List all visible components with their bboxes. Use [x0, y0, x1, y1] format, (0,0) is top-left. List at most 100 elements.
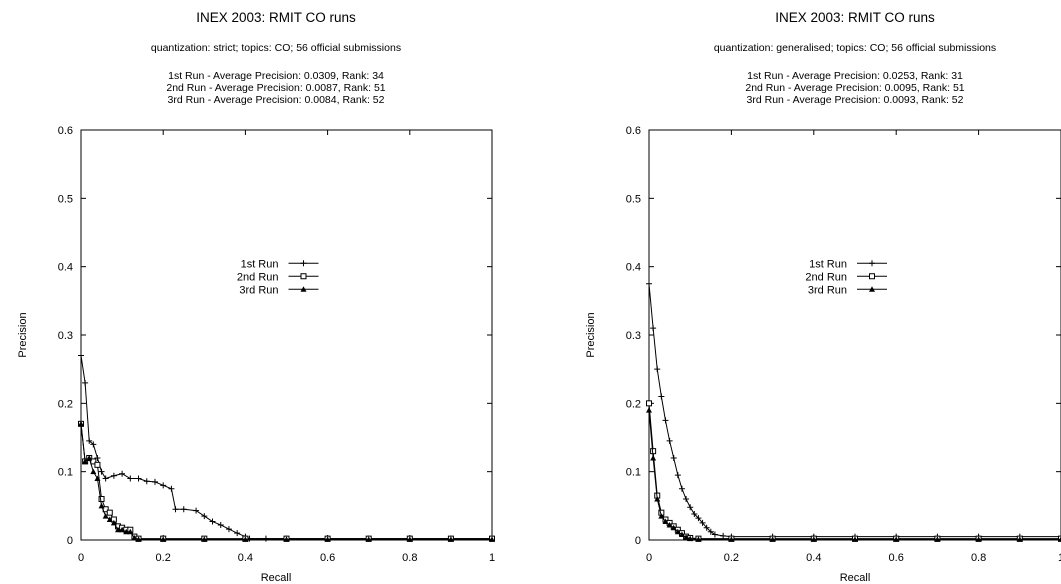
series-line: [648, 403, 1061, 540]
y-tick-label: 0.3: [626, 330, 641, 342]
data-point: [168, 485, 175, 492]
data-point: [127, 475, 134, 482]
series-line: [648, 410, 1061, 540]
legend-label: 2nd Run: [237, 271, 279, 283]
data-point: [135, 536, 142, 542]
data-point: [242, 536, 249, 542]
data-point: [489, 536, 495, 542]
data-point: [193, 507, 200, 514]
x-tick-label: 0.6: [889, 552, 904, 564]
data-point: [283, 536, 290, 542]
data-point: [658, 513, 665, 519]
data-point: [114, 526, 121, 533]
data-point: [695, 515, 702, 522]
data-point: [90, 458, 97, 465]
x-tick-label: 0.8: [971, 552, 986, 564]
data-point: [678, 531, 685, 538]
series-line: [648, 283, 1061, 538]
run-summary-2: 2nd Run - Average Precision: 0.0095, Ran…: [745, 82, 964, 94]
run-summary-3: 3rd Run - Average Precision: 0.0093, Ran…: [747, 94, 964, 106]
data-point: [78, 420, 84, 427]
y-tick-label: 0.6: [626, 125, 641, 137]
data-point: [695, 536, 702, 542]
data-point: [234, 530, 241, 537]
data-point: [728, 536, 735, 542]
x-tick-label: 0.8: [402, 552, 417, 564]
data-point: [720, 532, 727, 539]
data-point: [172, 506, 179, 513]
x-axis-label: Recall: [261, 572, 292, 584]
data-point: [646, 280, 652, 287]
legend-label: 3rd Run: [808, 284, 847, 296]
data-point: [86, 437, 93, 444]
x-tick-label: 0.2: [724, 552, 739, 564]
data-point: [82, 458, 89, 464]
data-point: [699, 519, 706, 526]
y-tick-label: 0.4: [626, 262, 641, 274]
y-tick-label: 0: [635, 535, 641, 547]
series-line: [80, 423, 492, 540]
data-point: [90, 441, 97, 448]
data-point: [106, 516, 113, 522]
legend-marker: [300, 260, 307, 267]
legend-marker: [869, 286, 875, 292]
data-point: [687, 535, 694, 542]
data-point: [934, 536, 941, 542]
data-point: [225, 526, 232, 533]
data-point: [94, 461, 101, 468]
data-point: [852, 536, 858, 542]
x-tick-label: 0: [78, 552, 84, 564]
plot-frame: [648, 129, 1061, 541]
data-point: [106, 509, 113, 516]
series-3: [646, 407, 1061, 542]
data-point: [683, 496, 690, 502]
y-axis-label: Precision: [17, 312, 29, 357]
series-2: [78, 420, 495, 542]
run-summary-1: 1st Run - Average Precision: 0.0309, Ran…: [168, 70, 384, 82]
series-line: [80, 423, 492, 540]
data-point: [119, 526, 126, 533]
x-tick-label: 1: [489, 552, 495, 564]
data-point: [658, 393, 665, 400]
data-point: [662, 417, 669, 424]
data-point: [119, 470, 126, 477]
x-tick-label: 0.2: [156, 552, 171, 564]
y-tick-label: 0.1: [626, 467, 641, 479]
legend-label: 1st Run: [241, 258, 279, 270]
data-point: [406, 536, 413, 542]
series-1: [646, 280, 1061, 540]
data-point: [201, 536, 208, 542]
legend-marker: [869, 260, 875, 267]
data-point: [365, 536, 372, 542]
data-point: [662, 518, 669, 525]
data-point: [810, 536, 817, 542]
data-point: [82, 379, 89, 386]
data-point: [707, 528, 714, 535]
chart-title: INEX 2003: RMIT CO runs: [196, 10, 356, 25]
series-line: [80, 355, 492, 540]
legend-label: 1st Run: [809, 258, 847, 270]
x-tick-label: 0.6: [320, 552, 335, 564]
data-point: [217, 521, 224, 528]
chart-subtitle: quantization: strict; topics: CO; 56 off…: [151, 42, 401, 54]
data-point: [98, 468, 105, 475]
y-tick-label: 0.4: [58, 262, 73, 274]
y-tick-label: 0.2: [58, 398, 73, 410]
legend-label: 3rd Run: [239, 284, 278, 296]
series-3: [78, 420, 495, 542]
data-point: [201, 513, 208, 520]
x-tick-label: 0.4: [806, 552, 821, 564]
data-point: [94, 455, 101, 461]
legend-marker: [869, 273, 875, 280]
data-point: [123, 528, 130, 535]
legend-marker: [300, 286, 307, 292]
data-point: [447, 536, 454, 542]
chart-2: INEX 2003: RMIT CO runs quantization: gen…: [585, 10, 1061, 584]
data-point: [769, 536, 776, 542]
chart-1: INEX 2003: RMIT CO runs quantization: str…: [17, 10, 495, 584]
data-point: [324, 536, 331, 542]
plot-frame: [80, 129, 493, 541]
data-point: [683, 534, 690, 540]
